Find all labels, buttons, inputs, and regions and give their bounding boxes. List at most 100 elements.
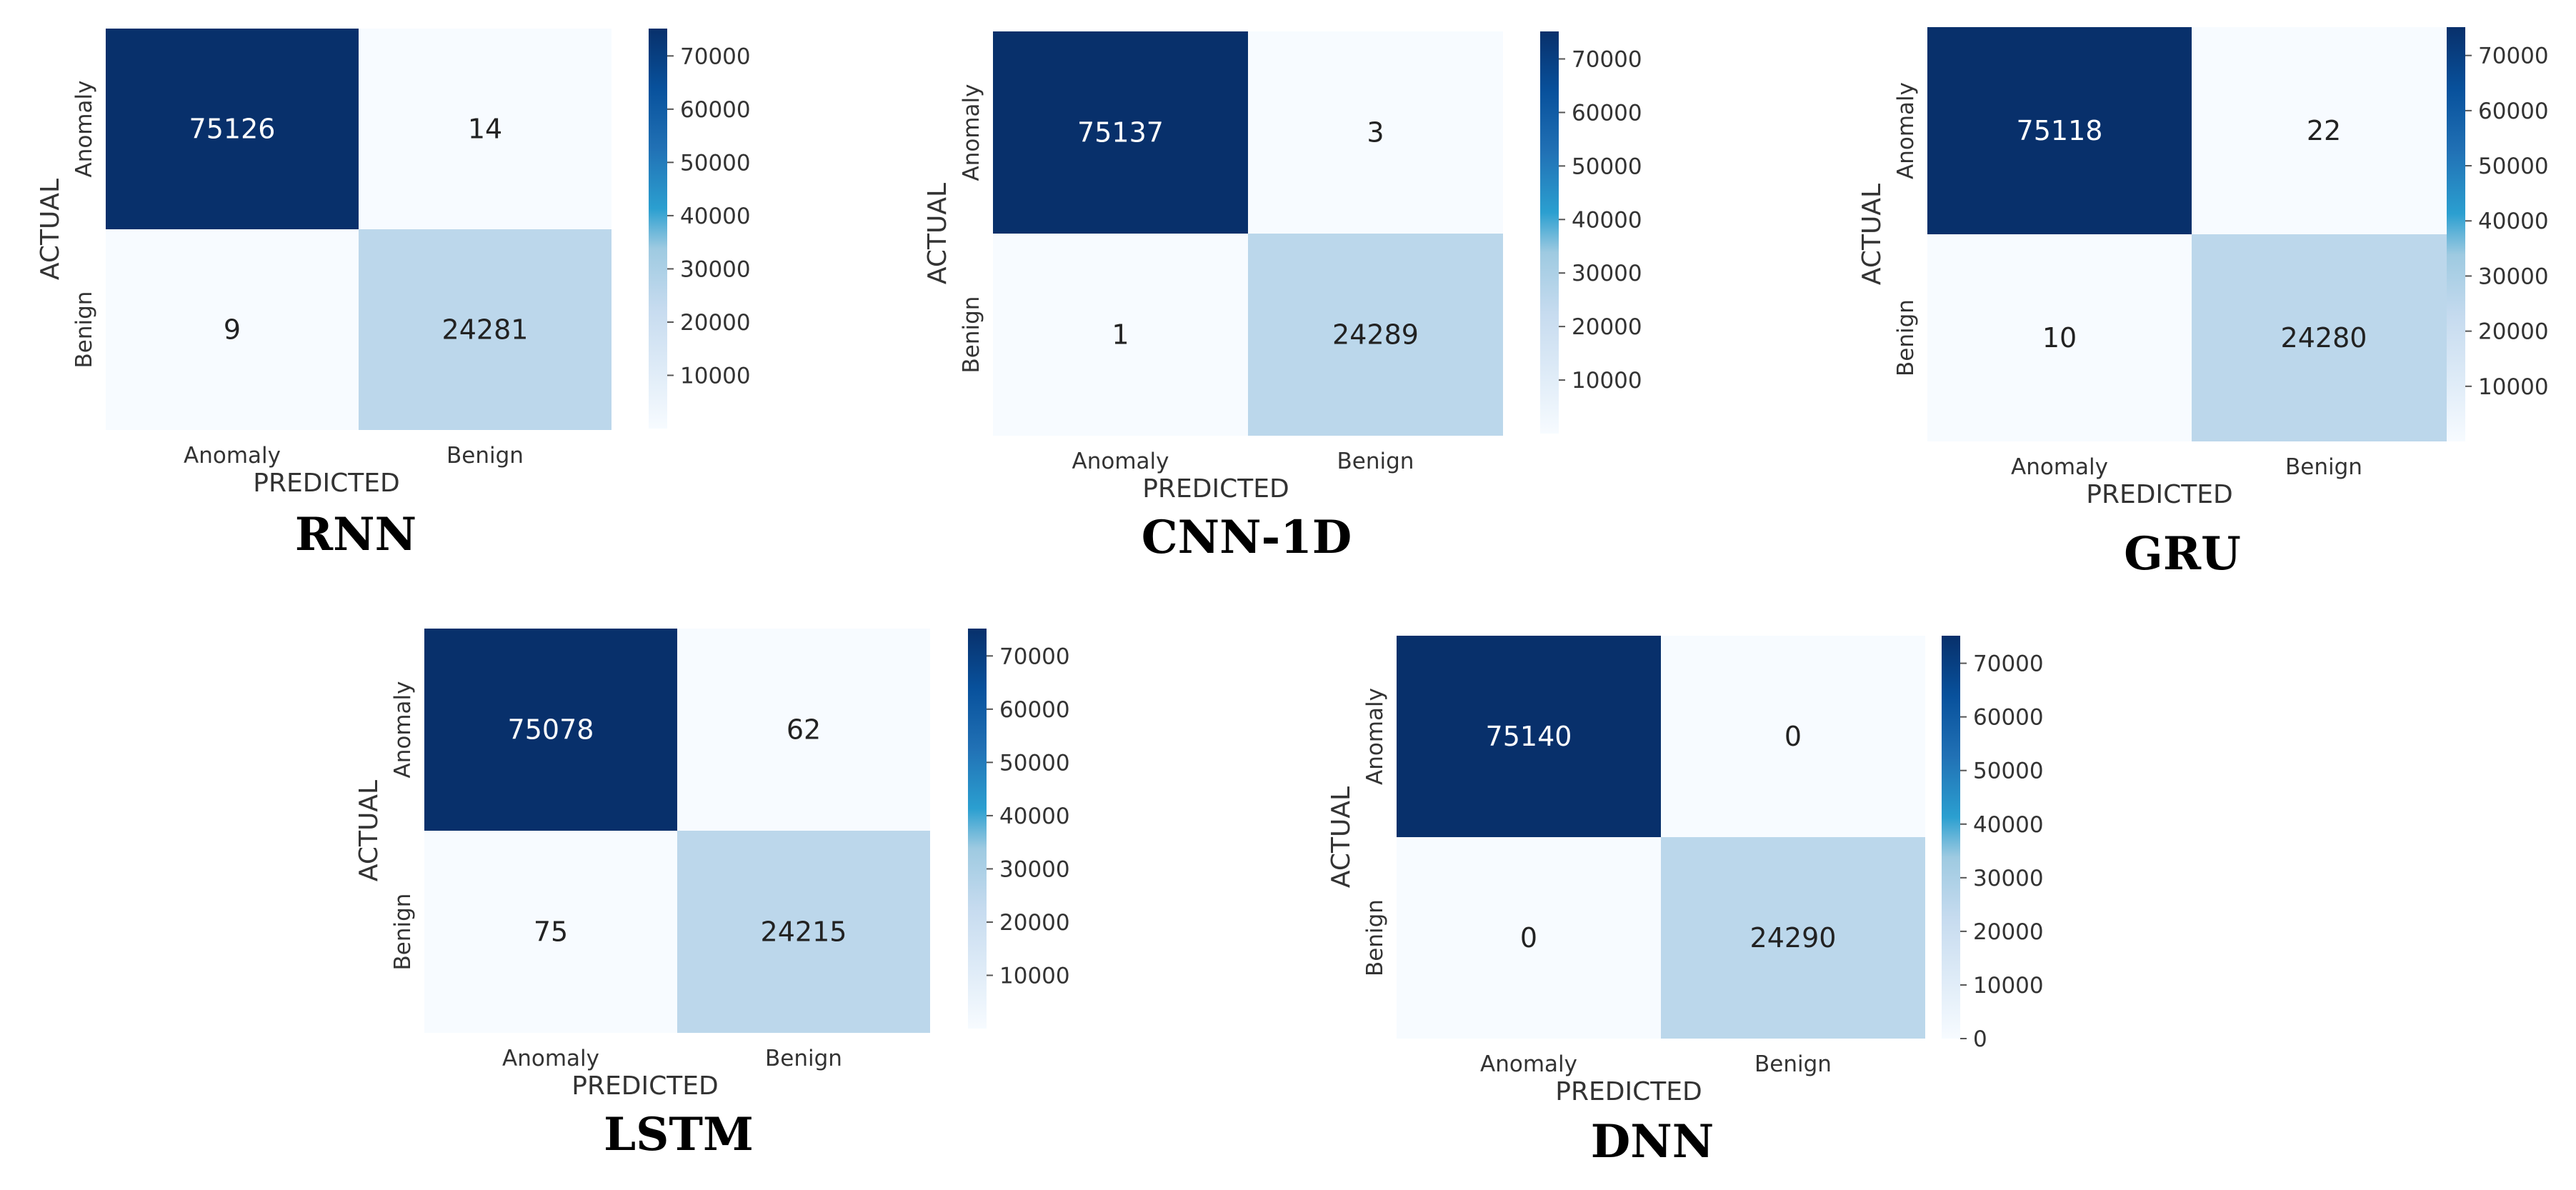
rnn-model-title: RNN xyxy=(295,508,416,561)
rnn-cell-benign-benign xyxy=(359,229,611,430)
cnn-1d-x-tick-label: Benign xyxy=(1337,449,1414,474)
cnn-1d-cell-anomaly-benign xyxy=(1248,31,1503,234)
dnn-cell-anomaly-anomaly xyxy=(1397,636,1661,837)
gru-cell-label: 24280 xyxy=(2281,322,2367,354)
rnn-cell-label: 14 xyxy=(468,114,502,145)
cnn-1d-xlabel: PREDICTED xyxy=(1142,474,1289,504)
rnn-y-tick-label: Benign xyxy=(71,291,97,369)
panel-lstm: 75078 62 75 24215 Anomaly Benign Anomaly Benign… xyxy=(354,629,1070,1161)
rnn-colorbar-tick-label: 20000 xyxy=(680,310,751,336)
lstm-cell-label: 75 xyxy=(534,916,568,948)
dnn-colorbar-tick-label: 50000 xyxy=(1973,759,2044,784)
lstm-colorbar-tick-label: 70000 xyxy=(999,644,1070,669)
dnn-cell-benign-anomaly xyxy=(1397,837,1661,1039)
dnn-cell-label: 75140 xyxy=(1486,721,1572,752)
gru-cell-label: 10 xyxy=(2042,322,2077,354)
dnn-cell-label: 0 xyxy=(1784,721,1802,752)
gru-colorbar-tick-label: 30000 xyxy=(2478,264,2549,289)
lstm-colorbar xyxy=(968,629,987,1029)
cnn-1d-colorbar xyxy=(1540,31,1559,434)
rnn-ylabel: ACTUAL xyxy=(36,179,65,280)
rnn-cell-benign-anomaly xyxy=(106,229,359,430)
cnn-1d-colorbar-tick-label: 20000 xyxy=(1572,314,1642,340)
dnn-colorbar-tick-label: 20000 xyxy=(1973,919,2044,945)
dnn-colorbar-tick-label: 60000 xyxy=(1973,705,2044,731)
gru-model-title: GRU xyxy=(2124,527,2241,581)
lstm-y-tick-label: Benign xyxy=(390,894,416,971)
gru-cell-benign-anomaly xyxy=(1927,234,2192,441)
cnn-1d-cell-anomaly-anomaly xyxy=(993,31,1248,234)
dnn-cell-anomaly-benign xyxy=(1661,636,1925,837)
lstm-x-tick-label: Benign xyxy=(765,1046,842,1071)
gru-cell-anomaly-benign xyxy=(2192,27,2456,234)
lstm-model-title: LSTM xyxy=(604,1108,754,1161)
cnn-1d-ylabel: ACTUAL xyxy=(923,183,952,284)
rnn-cell-label: 24281 xyxy=(442,314,529,346)
gru-colorbar-tick-label: 20000 xyxy=(2478,319,2549,345)
dnn-colorbar-tick-label: 40000 xyxy=(1973,812,2044,838)
cnn-1d-model-title: CNN-1D xyxy=(1142,511,1352,564)
dnn-colorbar-tick-label: 30000 xyxy=(1973,866,2044,891)
cnn-1d-cell-label: 24289 xyxy=(1332,319,1419,351)
gru-ylabel: ACTUAL xyxy=(1857,184,1887,285)
rnn-x-tick-label: Anomaly xyxy=(184,443,281,469)
cnn-1d-cell-benign-benign xyxy=(1248,234,1503,436)
cnn-1d-colorbar-tick-label: 50000 xyxy=(1572,154,1642,179)
rnn-xlabel: PREDICTED xyxy=(253,469,399,498)
panel-rnn: 75126 14 9 24281 Anomaly Benign Anomaly Benign P… xyxy=(36,29,751,561)
lstm-colorbar-tick-label: 30000 xyxy=(999,856,1070,882)
cnn-1d-x-tick-label: Anomaly xyxy=(1072,449,1169,474)
dnn-colorbar-tick-label: 10000 xyxy=(1973,973,2044,999)
gru-x-tick-label: Anomaly xyxy=(2011,454,2108,480)
rnn-cell-anomaly-anomaly xyxy=(106,29,359,229)
gru-y-tick-label: Benign xyxy=(1893,299,1919,376)
lstm-xlabel: PREDICTED xyxy=(571,1071,718,1101)
cnn-1d-colorbar-tick-label: 60000 xyxy=(1572,100,1642,126)
dnn-ylabel: ACTUAL xyxy=(1327,786,1356,888)
gru-colorbar xyxy=(2447,27,2465,441)
cnn-1d-colorbar-tick-label: 40000 xyxy=(1572,207,1642,233)
panel-cnn-1d: 75137 3 1 24289 Anomaly Benign Anomaly Benign PR… xyxy=(923,31,1642,564)
cnn-1d-colorbar-tick-label: 30000 xyxy=(1572,261,1642,286)
dnn-xlabel: PREDICTED xyxy=(1555,1077,1702,1106)
gru-cell-benign-benign xyxy=(2192,234,2456,441)
lstm-colorbar-tick-label: 60000 xyxy=(999,697,1070,723)
rnn-cell-anomaly-benign xyxy=(359,29,611,229)
lstm-cell-anomaly-benign xyxy=(677,629,930,831)
lstm-colorbar-tick-label: 20000 xyxy=(999,910,1070,936)
panel-dnn: 75140 0 0 24290 Anomaly Benign Anomaly Benign PR… xyxy=(1327,636,2044,1169)
cnn-1d-colorbar-tick-label: 70000 xyxy=(1572,47,1642,73)
dnn-colorbar-tick-label: 0 xyxy=(1973,1026,1987,1052)
lstm-colorbar-tick-label: 40000 xyxy=(999,804,1070,829)
gru-colorbar-tick-label: 70000 xyxy=(2478,44,2549,69)
lstm-cell-label: 24215 xyxy=(761,916,847,948)
gru-cell-anomaly-anomaly xyxy=(1927,27,2192,234)
lstm-ylabel: ACTUAL xyxy=(354,780,384,881)
lstm-cell-anomaly-anomaly xyxy=(424,629,677,831)
dnn-y-tick-label: Anomaly xyxy=(1362,688,1388,785)
rnn-cell-label: 9 xyxy=(224,314,241,346)
dnn-model-title: DNN xyxy=(1591,1115,1714,1169)
lstm-cell-label: 62 xyxy=(787,714,821,746)
gru-colorbar-tick-label: 10000 xyxy=(2478,374,2549,400)
dnn-colorbar xyxy=(1942,636,1960,1039)
gru-xlabel: PREDICTED xyxy=(2086,480,2232,509)
dnn-cell-label: 24290 xyxy=(1750,922,1837,954)
dnn-cell-label: 0 xyxy=(1520,922,1537,954)
lstm-colorbar-tick-label: 50000 xyxy=(999,750,1070,776)
lstm-cell-benign-benign xyxy=(677,831,930,1033)
cnn-1d-colorbar-tick-label: 10000 xyxy=(1572,368,1642,394)
rnn-colorbar-tick-label: 60000 xyxy=(680,97,751,123)
cnn-1d-cell-label: 1 xyxy=(1112,319,1129,351)
rnn-x-tick-label: Benign xyxy=(446,443,524,469)
rnn-colorbar xyxy=(649,29,667,429)
dnn-cell-benign-benign xyxy=(1661,837,1925,1039)
gru-cell-label: 22 xyxy=(2307,115,2341,146)
panel-gru: 75118 22 10 24280 Anomaly Benign Anomaly Benign… xyxy=(1857,27,2549,581)
gru-colorbar-tick-label: 60000 xyxy=(2478,99,2549,124)
dnn-colorbar-tick-label: 70000 xyxy=(1973,651,2044,677)
gru-colorbar-tick-label: 40000 xyxy=(2478,209,2549,234)
gru-y-tick-label: Anomaly xyxy=(1893,82,1919,179)
